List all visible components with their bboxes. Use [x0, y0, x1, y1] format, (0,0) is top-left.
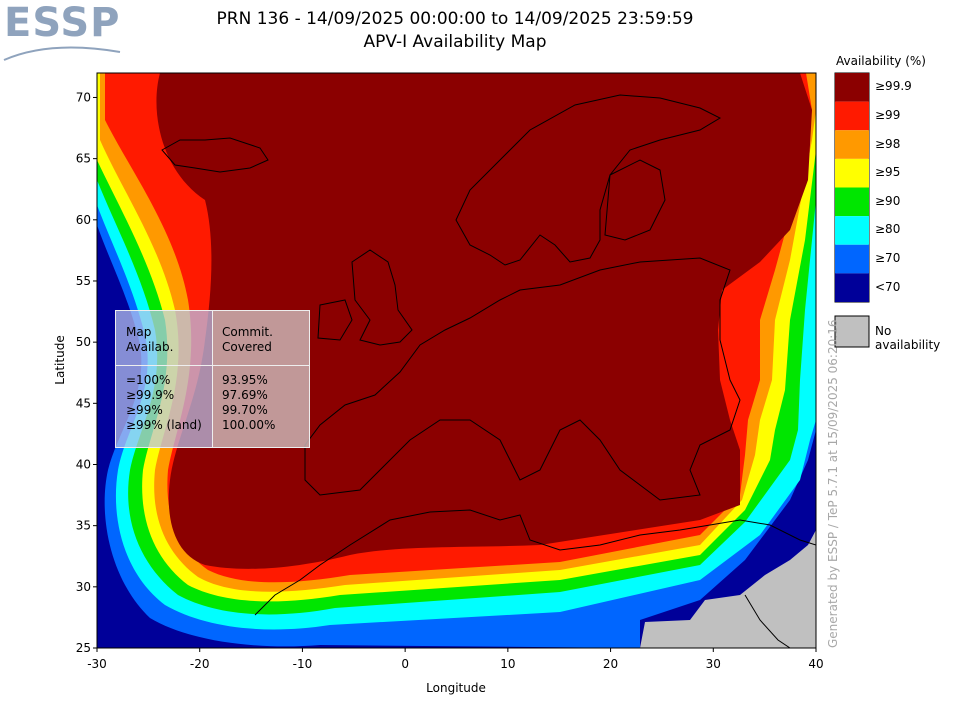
stats-header-1b: Availab. — [126, 340, 174, 354]
x-axis-label: Longitude — [426, 681, 486, 695]
x-tick-label: 0 — [401, 657, 409, 671]
y-tick-label: 70 — [76, 90, 91, 104]
stats-header-1a: Map — [126, 325, 152, 339]
y-axis-label: Latitude — [53, 335, 67, 384]
legend-label: ≥90 — [875, 193, 901, 208]
zone-ge999 — [156, 73, 813, 569]
legend-swatch — [835, 273, 869, 302]
legend-label: ≥80 — [875, 222, 901, 237]
coastlines — [161, 94, 816, 648]
legend-swatch — [835, 158, 869, 188]
coastline-north-africa — [254, 509, 816, 616]
stats-col-map-availability — [116, 311, 212, 447]
x-tick-label: -30 — [87, 657, 107, 671]
x-tick-label: 10 — [500, 657, 515, 671]
logo-text: ESSP — [4, 0, 121, 46]
coastline-scandinavia — [455, 94, 722, 266]
y-axis: 25 30 35 40 45 50 55 60 65 70 — [76, 90, 97, 655]
coastline-british-isles — [351, 249, 413, 346]
stats-header-2b: Covered — [222, 340, 272, 354]
stats-level-2: ≥99.9% — [126, 388, 175, 402]
x-tick-label: -10 — [293, 657, 313, 671]
stats-level-1: =100% — [126, 373, 171, 387]
availability-contours — [97, 73, 816, 648]
legend-label: <70 — [875, 279, 901, 294]
no-availability-label: No availability — [875, 324, 941, 352]
stats-covered-2: 97.69% — [222, 388, 268, 402]
coastline-red-sea — [744, 594, 791, 648]
stats-level-4: ≥99% (land) — [126, 418, 202, 432]
stats-level-3: ≥99% — [126, 403, 163, 417]
generated-by-watermark: Generated by ESSP / TeP 5.7.1 at 15/09/2… — [826, 319, 840, 648]
y-tick-label: 35 — [76, 519, 91, 533]
title-line-1: PRN 136 - 14/09/2025 00:00:00 to 14/09/2… — [216, 9, 694, 29]
legend-swatch — [835, 130, 869, 159]
y-tick-label: 30 — [76, 580, 91, 594]
legend-label: ≥99.9 — [875, 79, 912, 94]
legend-swatch — [835, 216, 869, 245]
plot-frame — [96, 72, 817, 649]
coverage-stats-table: Map Availab. Commit. Covered =100% ≥99.9… — [115, 310, 310, 448]
legend-swatch — [835, 101, 869, 131]
stats-covered-3: 99.70% — [222, 403, 268, 417]
y-tick-label: 40 — [76, 457, 91, 471]
legend-title: Availability (%) — [836, 54, 926, 68]
y-tick-label: 50 — [76, 335, 91, 349]
no-availability-swatch — [834, 315, 870, 348]
stats-col-commit-covered — [213, 311, 309, 447]
y-tick-label: 60 — [76, 213, 91, 227]
essp-logo: ESSP — [0, 0, 130, 68]
legend-label: ≥98 — [875, 136, 901, 151]
stats-header-2a: Commit. — [222, 325, 273, 339]
x-tick-label: 20 — [603, 657, 618, 671]
y-tick-label: 25 — [76, 641, 91, 655]
legend-swatch — [835, 244, 869, 274]
stats-covered-4: 100.00% — [222, 418, 276, 432]
coastline-ireland — [317, 299, 353, 341]
stats-covered-1: 93.95% — [222, 373, 268, 387]
legend-label: ≥95 — [875, 165, 901, 180]
x-tick-label: -20 — [190, 657, 210, 671]
logo-swoosh — [3, 46, 121, 61]
y-tick-label: 45 — [76, 396, 91, 410]
legend-label: ≥70 — [875, 251, 901, 266]
legend-swatches — [835, 73, 869, 302]
coastline-iceland — [161, 137, 269, 173]
legend-swatch — [835, 73, 869, 102]
zone-no-availability — [640, 530, 816, 648]
coastline-continent — [304, 257, 741, 501]
x-axis: -30 -20 -10 0 10 20 30 40 — [87, 648, 824, 671]
x-tick-label: 30 — [706, 657, 721, 671]
y-tick-label: 55 — [76, 274, 91, 288]
title-line-2: APV-I Availability Map — [363, 32, 547, 52]
y-tick-label: 65 — [76, 152, 91, 166]
x-tick-label: 40 — [808, 657, 823, 671]
coastline-finland — [604, 159, 666, 241]
legend-swatch — [835, 187, 869, 217]
legend-label: ≥99 — [875, 107, 901, 122]
